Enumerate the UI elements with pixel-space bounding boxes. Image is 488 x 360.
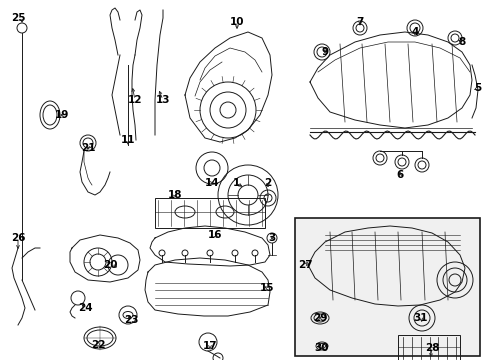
Bar	[294, 218, 479, 356]
Text: 28: 28	[424, 343, 438, 353]
Text: 4: 4	[410, 27, 418, 37]
Text: 25: 25	[11, 13, 25, 23]
Text: 14: 14	[204, 178, 219, 188]
Text: 22: 22	[91, 340, 105, 350]
Text: 9: 9	[321, 47, 328, 57]
Text: 20: 20	[102, 260, 117, 270]
Text: 31: 31	[413, 313, 427, 323]
Text: 8: 8	[457, 37, 465, 47]
Text: 5: 5	[473, 83, 481, 93]
Text: 3: 3	[268, 233, 275, 243]
Text: 6: 6	[396, 170, 403, 180]
Bar	[397, 335, 459, 360]
Text: 1: 1	[232, 178, 239, 188]
Text: 18: 18	[167, 190, 182, 200]
Text: 12: 12	[127, 95, 142, 105]
Text: 27: 27	[297, 260, 312, 270]
Text: 30: 30	[314, 343, 328, 353]
Text: 24: 24	[78, 303, 92, 313]
Text: 10: 10	[229, 17, 244, 27]
Text: 2: 2	[264, 178, 271, 188]
Text: 15: 15	[259, 283, 274, 293]
Text: 29: 29	[312, 313, 326, 323]
Text: 7: 7	[356, 17, 363, 27]
Text: 16: 16	[207, 230, 222, 240]
Text: 17: 17	[202, 341, 217, 351]
Bar	[155, 198, 264, 228]
Text: 26: 26	[11, 233, 25, 243]
Text: 19: 19	[55, 110, 69, 120]
Text: 21: 21	[81, 143, 95, 153]
Text: 23: 23	[123, 315, 138, 325]
Text: 13: 13	[156, 95, 170, 105]
Text: 11: 11	[121, 135, 135, 145]
